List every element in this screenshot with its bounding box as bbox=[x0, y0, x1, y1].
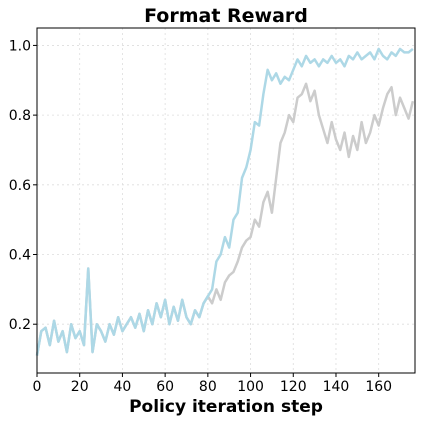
line-series bbox=[35, 47, 414, 356]
chart-title: Format Reward bbox=[144, 5, 308, 27]
x-tick-label: 100 bbox=[237, 379, 264, 395]
y-tick-label: 0.8 bbox=[9, 108, 31, 124]
x-tick-label: 120 bbox=[280, 379, 307, 395]
y-tick-label: 0.2 bbox=[9, 317, 31, 333]
y-tick-label: 0.4 bbox=[9, 248, 31, 264]
x-tick-label: 60 bbox=[156, 379, 174, 395]
x-tick-label: 160 bbox=[365, 379, 392, 395]
x-tick-label: 80 bbox=[199, 379, 217, 395]
x-tick-label: 0 bbox=[33, 379, 42, 395]
x-axis-label: Policy iteration step bbox=[129, 397, 323, 417]
plot-frame bbox=[36, 27, 416, 374]
line-series bbox=[35, 82, 415, 356]
x-tick-label: 140 bbox=[323, 379, 350, 395]
y-tick-label: 1.0 bbox=[9, 38, 31, 54]
x-tick-label: 40 bbox=[114, 379, 132, 395]
x-tick-label: 20 bbox=[71, 379, 89, 395]
y-tick-label: 0.6 bbox=[9, 178, 31, 194]
